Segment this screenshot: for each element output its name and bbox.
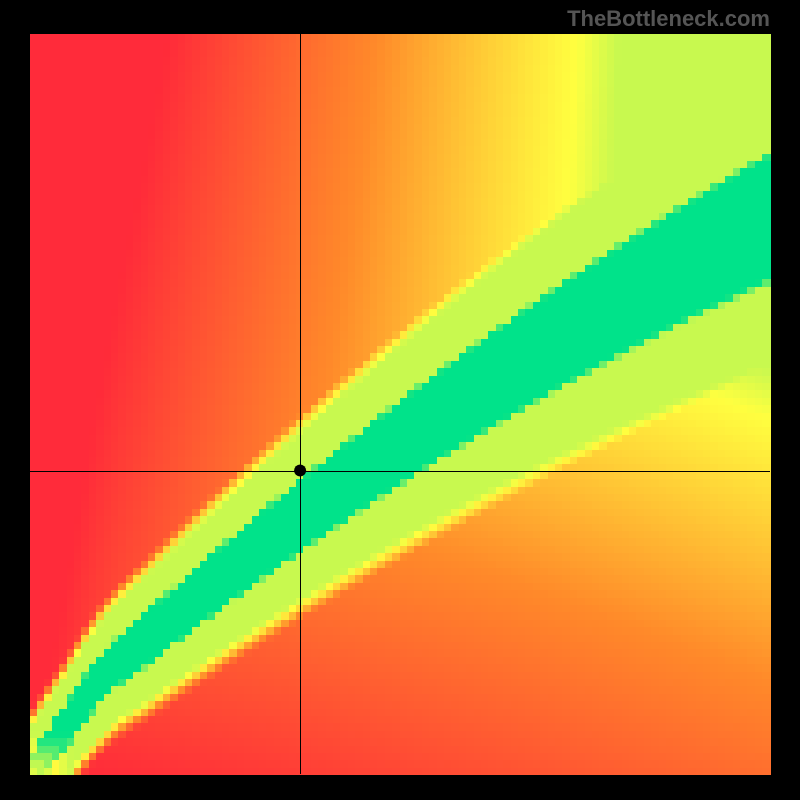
- watermark-text: TheBottleneck.com: [567, 6, 770, 32]
- heatmap-canvas: [0, 0, 800, 800]
